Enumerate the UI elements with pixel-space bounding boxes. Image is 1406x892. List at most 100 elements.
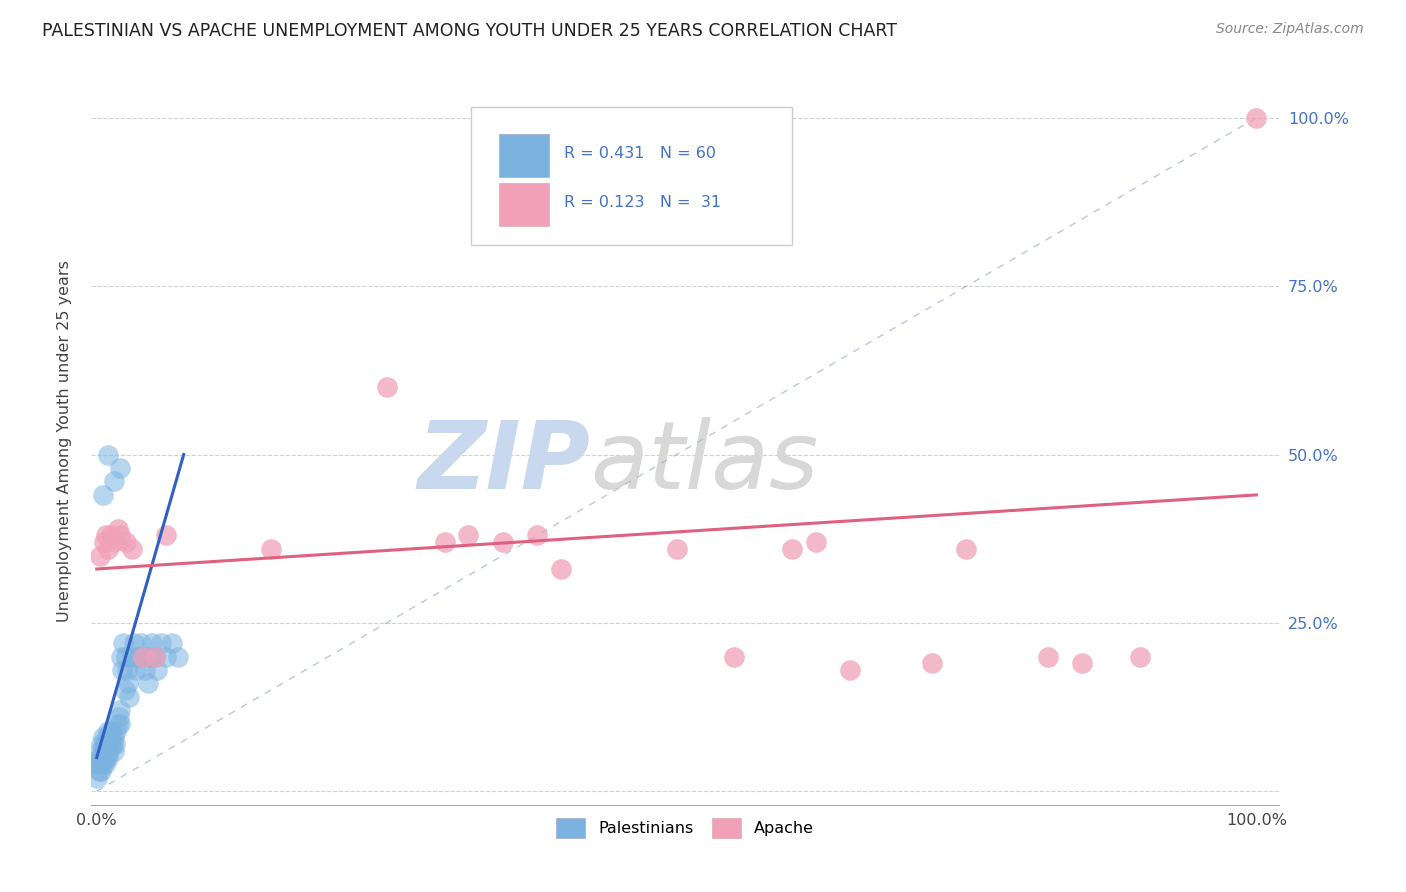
Point [149,636,172,650]
Point [93,535,115,549]
FancyBboxPatch shape [499,134,548,178]
Point [94,737,117,751]
Point [97,750,120,764]
Text: PALESTINIAN VS APACHE UNEMPLOYMENT AMONG YOUTH UNDER 25 YEARS CORRELATION CHART: PALESTINIAN VS APACHE UNEMPLOYMENT AMONG… [42,22,897,40]
Point [87,757,110,772]
Point [103,475,125,489]
Point [103,535,125,549]
Point [127,649,149,664]
Point [143,649,166,664]
Point [86,771,108,785]
Point [96,731,118,745]
Point [93,750,115,764]
Point [107,710,129,724]
Point [1246,111,1268,125]
Point [100,723,122,738]
Point [97,541,120,556]
Point [97,448,120,462]
Point [91,731,114,745]
Point [108,461,131,475]
Point [146,663,169,677]
Point [100,737,122,751]
Point [804,535,827,549]
Point [94,757,117,772]
Point [107,522,129,536]
Point [118,690,141,704]
Point [550,562,572,576]
Point [129,636,152,650]
Point [121,649,143,664]
Point [665,541,688,556]
Point [93,737,115,751]
Point [111,663,134,677]
Point [121,541,143,556]
Point [132,649,155,664]
Point [100,528,122,542]
Point [1129,649,1152,664]
Point [457,528,479,542]
Point [723,649,745,664]
Point [921,657,943,671]
Point [97,723,120,738]
Point [91,488,114,502]
Point [91,757,114,772]
Point [90,764,112,778]
Point [107,717,129,731]
Point [97,737,120,751]
Point [1036,649,1059,664]
Point [94,528,117,542]
Point [89,549,111,563]
Point [101,731,124,745]
Point [103,731,125,745]
Point [132,649,155,664]
Text: R = 0.431   N = 60: R = 0.431 N = 60 [564,146,716,161]
Point [160,636,183,650]
Point [155,649,177,664]
Point [117,676,139,690]
Point [143,649,166,664]
Point [90,737,112,751]
Text: R = 0.123   N =  31: R = 0.123 N = 31 [564,195,721,210]
Point [103,744,125,758]
Point [87,750,110,764]
FancyBboxPatch shape [471,106,792,244]
Point [125,663,148,677]
Point [839,663,862,677]
Point [94,750,117,764]
Text: ZIP: ZIP [418,417,591,508]
Point [782,541,804,556]
Point [114,535,136,549]
Point [104,737,127,751]
Point [136,676,159,690]
Point [87,764,110,778]
Point [433,535,456,549]
Point [114,683,136,698]
Text: Source: ZipAtlas.com: Source: ZipAtlas.com [1216,22,1364,37]
Point [167,649,190,664]
Y-axis label: Unemployment Among Youth under 25 years: Unemployment Among Youth under 25 years [58,260,72,622]
Point [94,744,117,758]
Point [108,703,131,717]
Point [108,717,131,731]
Point [89,757,111,772]
Point [105,723,128,738]
Point [139,649,162,664]
Point [141,636,163,650]
Point [491,535,513,549]
Point [955,541,977,556]
Point [98,744,121,758]
Point [90,750,112,764]
Point [122,636,145,650]
Point [89,744,111,758]
Point [155,528,177,542]
Text: atlas: atlas [591,417,818,508]
Point [114,649,136,664]
Point [96,744,118,758]
Point [134,663,156,677]
Point [112,636,135,650]
Legend: Palestinians, Apache: Palestinians, Apache [550,812,820,844]
Point [110,649,132,664]
Point [375,380,398,394]
Point [260,541,283,556]
Point [91,744,114,758]
